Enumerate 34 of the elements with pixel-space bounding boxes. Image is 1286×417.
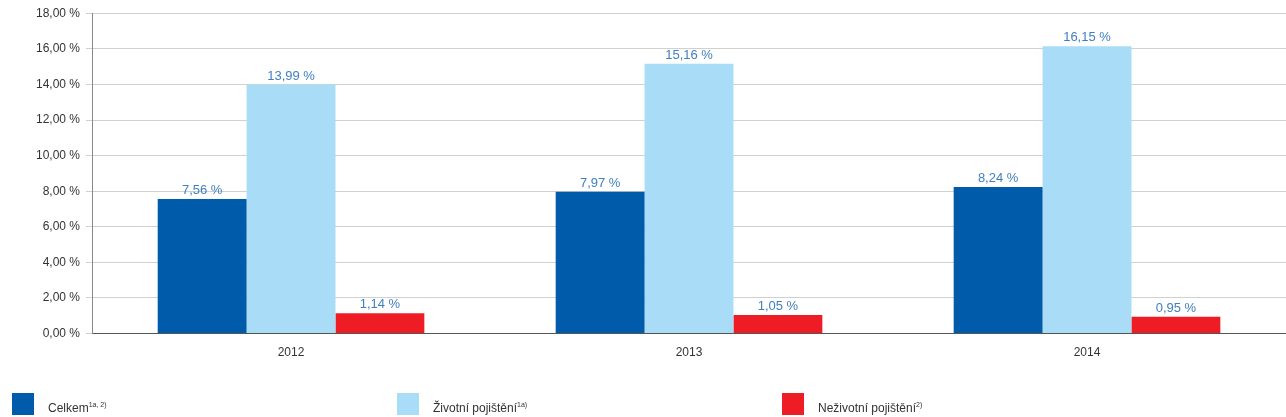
y-tick-label: 0,00 % <box>42 325 81 340</box>
data-label: 0,95 % <box>1155 299 1197 315</box>
bar <box>246 84 336 334</box>
bar <box>644 63 734 334</box>
bar <box>733 314 823 334</box>
bar <box>953 186 1043 334</box>
y-tick-label: 16,00 % <box>35 41 81 56</box>
data-label: 1,14 % <box>359 296 401 312</box>
bar <box>335 313 425 334</box>
y-tick-label: 14,00 % <box>35 76 81 91</box>
data-label: 16,15 % <box>1063 29 1112 45</box>
y-tick-label: 4,00 % <box>42 254 81 269</box>
data-label: 15,16 % <box>665 46 714 62</box>
y-tick-label: 10,00 % <box>35 147 81 162</box>
data-label: 7,56 % <box>181 182 223 198</box>
bar <box>555 191 645 334</box>
data-label: 1,05 % <box>757 297 799 313</box>
data-label: 13,99 % <box>267 67 316 83</box>
y-tick-label: 8,00 % <box>42 183 81 198</box>
legend-label: Neživotní pojištění$^{2)}$ <box>818 400 923 415</box>
bar <box>1042 46 1132 334</box>
legend-label: Celkem$^{1a, 2)}$ <box>48 400 107 415</box>
y-tick-label: 2,00 % <box>42 290 81 305</box>
y-tick-label: 12,00 % <box>35 112 81 127</box>
x-tick-label: 2012 <box>277 345 305 360</box>
bar <box>157 199 247 334</box>
y-tick-label: 18,00 % <box>35 5 81 20</box>
data-label: 8,24 % <box>977 170 1019 186</box>
bar <box>1131 316 1221 334</box>
legend-label: Životní pojištění$^{1a)}$ <box>433 399 528 415</box>
x-tick-label: 2014 <box>1073 345 1101 360</box>
data-label: 7,97 % <box>579 174 621 190</box>
y-tick-label: 6,00 % <box>42 219 81 234</box>
x-tick-label: 2013 <box>675 345 703 360</box>
